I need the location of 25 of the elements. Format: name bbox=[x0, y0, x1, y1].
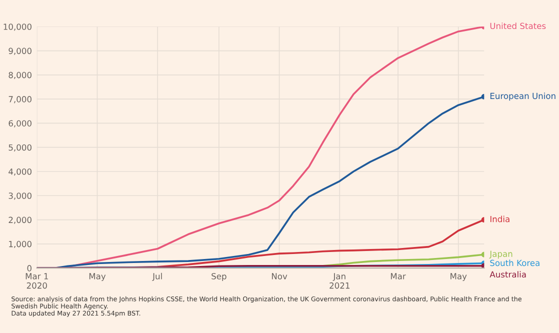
y-tick-label: 6,000 bbox=[8, 120, 32, 128]
y-tick-label: 4,000 bbox=[8, 168, 32, 176]
y-tick-label: 0 bbox=[27, 265, 32, 272]
x-tick-label: Sep bbox=[212, 273, 226, 281]
x-tick-label: Mar 1 2020 bbox=[26, 273, 48, 289]
y-tick-label: 2,000 bbox=[8, 216, 32, 224]
y-tick-label: 5,000 bbox=[8, 144, 32, 152]
y-tick-label: 7,000 bbox=[8, 96, 32, 104]
series-label: India bbox=[490, 216, 510, 222]
series-label: United States bbox=[490, 22, 546, 30]
y-tick-label: 10,000 bbox=[4, 24, 32, 31]
x-tick-label: Jul bbox=[152, 272, 162, 281]
x-tick-label: May bbox=[89, 273, 106, 281]
series-label: Japan bbox=[489, 250, 512, 259]
x-tick-label: Jan 2021 bbox=[330, 273, 350, 289]
x-tick-label: Mar bbox=[390, 273, 406, 280]
y-tick-label: 1,000 bbox=[9, 240, 32, 248]
y-tick-label: 9,000 bbox=[8, 48, 32, 55]
y-tick-label: 8,000 bbox=[8, 72, 32, 80]
series-label: Australia bbox=[490, 271, 526, 278]
y-tick-label: 3,000 bbox=[8, 192, 32, 200]
x-tick-label: Nov bbox=[272, 273, 288, 280]
x-tick-label: May bbox=[450, 273, 467, 281]
series-label: European Union bbox=[490, 92, 556, 101]
series-label: South Korea bbox=[490, 260, 540, 266]
